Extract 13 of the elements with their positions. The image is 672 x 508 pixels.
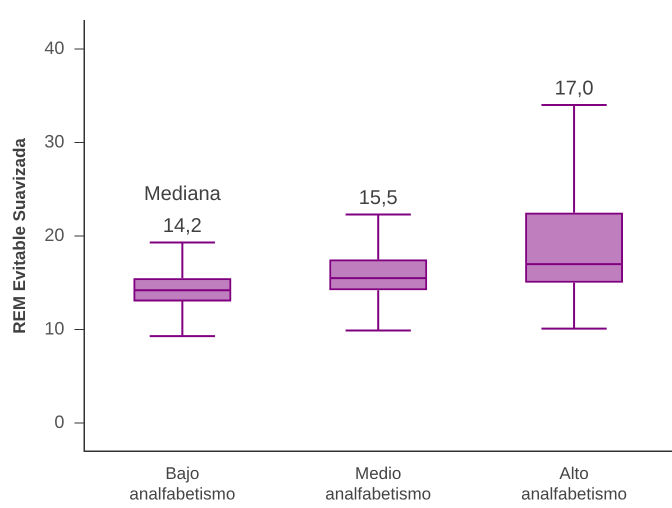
annotation: Mediana [144, 183, 222, 206]
y-tick-label: 0 [54, 412, 64, 432]
x-tick-label: Bajo analfabetismo [129, 464, 236, 504]
x-tick-label: Medio analfabetismo [325, 464, 432, 504]
y-axis-title: REM Evitable Suavizada [10, 138, 29, 334]
annotation: 17,0 [554, 78, 594, 100]
y-tick-label: 30 [44, 131, 64, 152]
y-tick-label: 40 [44, 38, 64, 58]
y-tick-label: 20 [44, 224, 64, 245]
x-tick-label: Alto analfabetismo [521, 464, 627, 504]
y-tick-label: 10 [44, 318, 64, 339]
annotation: 15,5 [358, 186, 398, 209]
annotation: 14,2 [162, 215, 202, 238]
